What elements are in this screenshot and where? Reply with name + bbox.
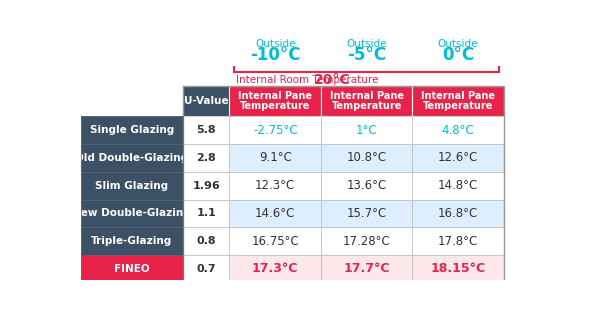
Text: Internal Pane: Internal Pane bbox=[421, 91, 495, 101]
Text: Temperature: Temperature bbox=[331, 101, 402, 111]
Text: 16.8°C: 16.8°C bbox=[438, 207, 478, 220]
Text: -5°C: -5°C bbox=[347, 46, 386, 64]
Text: 18.15°C: 18.15°C bbox=[430, 262, 486, 275]
Bar bbox=[183, 255, 229, 283]
Text: -2.75°C: -2.75°C bbox=[253, 124, 297, 137]
Text: Old Double-Glazing: Old Double-Glazing bbox=[75, 153, 188, 163]
Bar bbox=[80, 172, 183, 199]
Bar bbox=[183, 227, 229, 255]
Text: 14.6°C: 14.6°C bbox=[255, 207, 296, 220]
Bar bbox=[183, 116, 229, 144]
Text: 17.3°C: 17.3°C bbox=[252, 262, 299, 275]
Text: 1.1: 1.1 bbox=[196, 208, 216, 218]
Text: 12.3°C: 12.3°C bbox=[255, 179, 296, 192]
Bar bbox=[412, 86, 504, 116]
Bar bbox=[412, 255, 504, 283]
Bar bbox=[80, 255, 183, 283]
Bar bbox=[183, 86, 504, 283]
Text: 2.8: 2.8 bbox=[196, 153, 216, 163]
Bar bbox=[80, 116, 183, 144]
Bar bbox=[80, 116, 183, 283]
Text: 10.8°C: 10.8°C bbox=[347, 152, 387, 164]
Text: Internal Pane: Internal Pane bbox=[330, 91, 403, 101]
Text: Temperature: Temperature bbox=[240, 101, 311, 111]
Text: 9.1°C: 9.1°C bbox=[259, 152, 291, 164]
Text: 17.28°C: 17.28°C bbox=[343, 235, 390, 248]
Bar bbox=[229, 86, 321, 116]
Bar bbox=[229, 227, 321, 255]
Bar bbox=[321, 116, 412, 144]
Bar bbox=[229, 144, 321, 172]
Bar bbox=[321, 144, 412, 172]
Text: 1.96: 1.96 bbox=[193, 180, 220, 191]
Text: New Double-Glazing: New Double-Glazing bbox=[73, 208, 191, 218]
Bar bbox=[321, 255, 412, 283]
Bar bbox=[321, 199, 412, 227]
Bar bbox=[80, 144, 183, 172]
Text: 12.6°C: 12.6°C bbox=[438, 152, 479, 164]
Bar bbox=[183, 86, 229, 116]
Text: 16.75°C: 16.75°C bbox=[252, 235, 299, 248]
Bar bbox=[229, 199, 321, 227]
Bar bbox=[412, 199, 504, 227]
Bar bbox=[229, 172, 321, 199]
Text: Internal Pane: Internal Pane bbox=[238, 91, 312, 101]
Bar bbox=[412, 227, 504, 255]
Bar bbox=[183, 199, 229, 227]
Text: Triple-Glazing: Triple-Glazing bbox=[91, 236, 172, 246]
Text: U-Value: U-Value bbox=[184, 96, 228, 106]
Text: 13.6°C: 13.6°C bbox=[346, 179, 387, 192]
Text: 0.7: 0.7 bbox=[197, 264, 216, 274]
Text: 20°C: 20°C bbox=[314, 73, 350, 87]
Text: 17.7°C: 17.7°C bbox=[343, 262, 390, 275]
Bar bbox=[80, 199, 183, 227]
Bar bbox=[80, 227, 183, 255]
Bar bbox=[229, 255, 321, 283]
Text: 14.8°C: 14.8°C bbox=[438, 179, 478, 192]
Text: Internal Room Temperature: Internal Room Temperature bbox=[235, 75, 381, 85]
Text: 5.8: 5.8 bbox=[197, 125, 216, 135]
Bar bbox=[229, 116, 321, 144]
Text: Outside: Outside bbox=[255, 39, 296, 49]
Bar bbox=[412, 144, 504, 172]
Bar bbox=[321, 86, 412, 116]
Bar bbox=[412, 116, 504, 144]
Bar bbox=[321, 172, 412, 199]
Text: FINEO: FINEO bbox=[114, 264, 150, 274]
Bar bbox=[183, 144, 229, 172]
Text: Temperature: Temperature bbox=[423, 101, 493, 111]
Text: 4.8°C: 4.8°C bbox=[442, 124, 474, 137]
Text: 15.7°C: 15.7°C bbox=[346, 207, 387, 220]
Text: 1°C: 1°C bbox=[356, 124, 377, 137]
Bar bbox=[412, 172, 504, 199]
Text: 0°C: 0°C bbox=[442, 46, 474, 64]
Text: Outside: Outside bbox=[438, 39, 479, 49]
Text: Slim Glazing: Slim Glazing bbox=[95, 180, 169, 191]
Text: Outside: Outside bbox=[346, 39, 387, 49]
Bar bbox=[321, 227, 412, 255]
Text: 0.8: 0.8 bbox=[197, 236, 216, 246]
Text: -10°C: -10°C bbox=[250, 46, 300, 64]
Text: 17.8°C: 17.8°C bbox=[438, 235, 478, 248]
Bar bbox=[183, 172, 229, 199]
Text: Single Glazing: Single Glazing bbox=[90, 125, 174, 135]
